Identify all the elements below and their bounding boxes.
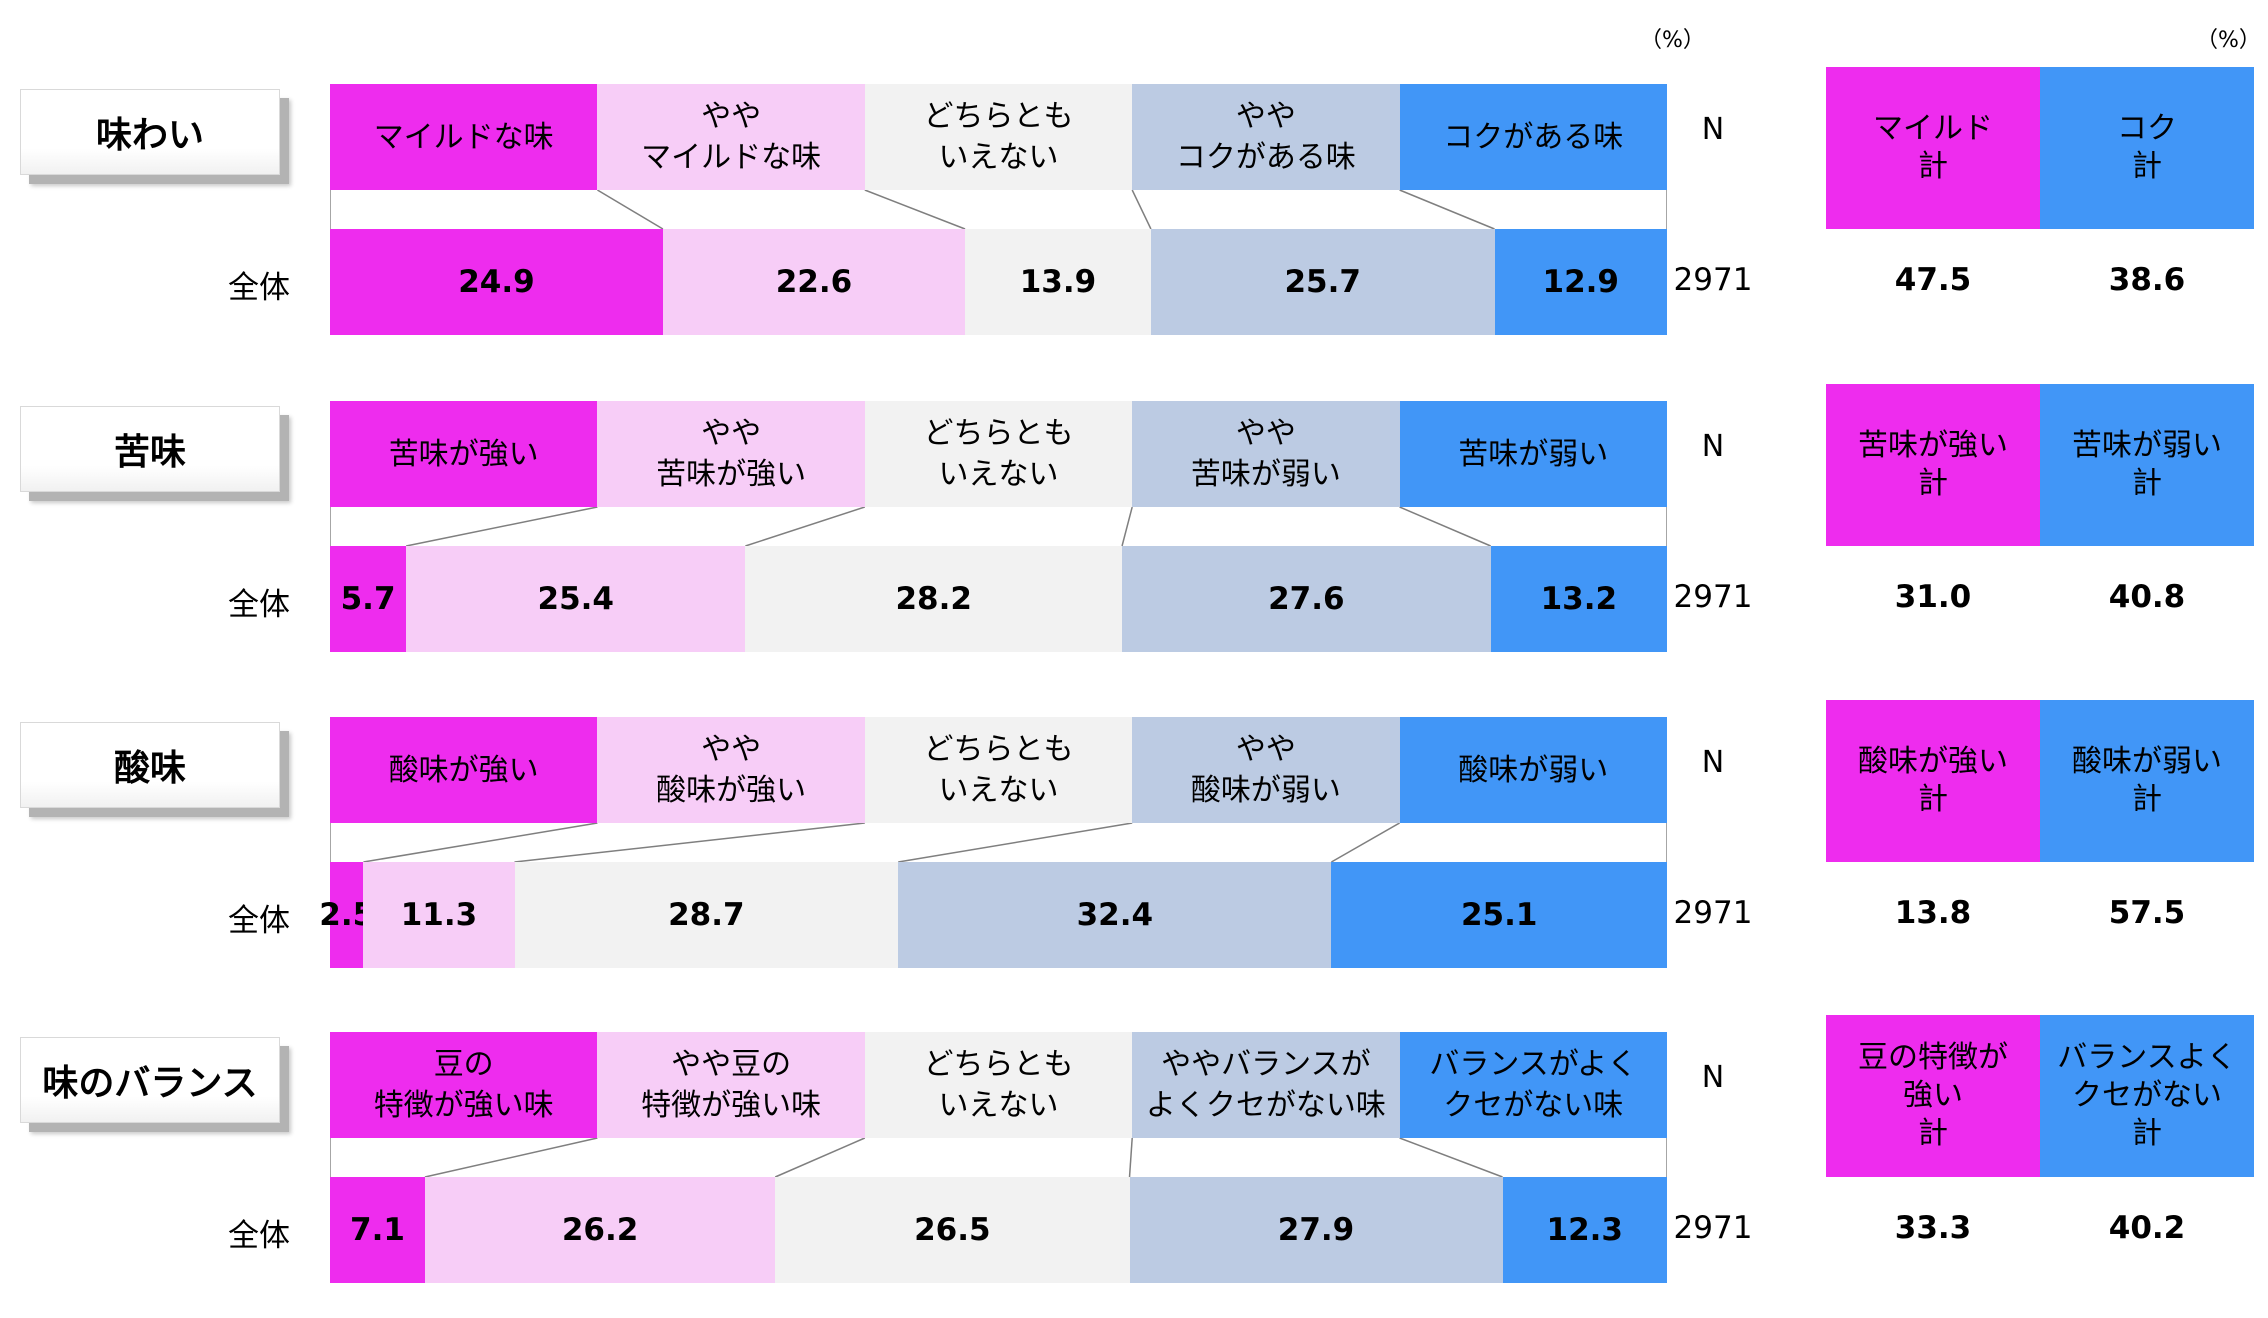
bar-segment: 26.5 — [775, 1177, 1130, 1283]
category-header: 苦味が強い — [330, 401, 598, 507]
category-header: 苦味が弱い — [1399, 401, 1667, 507]
summary-value: 33.3 — [1894, 1210, 1972, 1246]
section-label: 酸味 — [20, 722, 280, 808]
category-header: 豆の 特徴が強い味 — [330, 1032, 598, 1138]
n-header: N — [1701, 1060, 1725, 1095]
bar-segment: 32.4 — [898, 862, 1332, 968]
bar-segment: 2.5 — [319, 862, 374, 968]
summary-header: 酸味が強い 計 — [1826, 700, 2040, 862]
n-value: 2971 — [1673, 579, 1753, 615]
category-header: やや 酸味が弱い — [1132, 717, 1400, 823]
row-label: 全体 — [228, 587, 290, 623]
category-header: ややバランスが よくクセがない味 — [1132, 1032, 1400, 1138]
row-label: 全体 — [228, 1218, 290, 1254]
bar-segment: 26.2 — [424, 1177, 776, 1283]
bar-segment: 13.2 — [1490, 546, 1667, 652]
category-header: 酸味が弱い — [1399, 717, 1667, 823]
bar-segment: 7.1 — [330, 1177, 425, 1283]
bar-segment: 27.6 — [1122, 546, 1491, 652]
n-header: N — [1701, 112, 1725, 147]
summary-value: 57.5 — [2108, 895, 2186, 931]
summary-header: マイルド 計 — [1826, 67, 2040, 229]
unit-label-summary: （%） — [2196, 28, 2261, 53]
category-header: やや マイルドな味 — [597, 84, 865, 190]
summary-header: 苦味が強い 計 — [1826, 384, 2040, 546]
category-header: やや 苦味が弱い — [1132, 401, 1400, 507]
summary-header: 苦味が弱い 計 — [2040, 384, 2254, 546]
summary-value: 13.8 — [1894, 895, 1972, 931]
bar-segment: 12.3 — [1502, 1177, 1667, 1283]
section-label: 苦味 — [20, 406, 280, 492]
bar-segment: 28.2 — [745, 546, 1123, 652]
n-header: N — [1701, 429, 1725, 464]
category-header: 酸味が強い — [330, 717, 598, 823]
summary-header: 酸味が弱い 計 — [2040, 700, 2254, 862]
category-header: どちらとも いえない — [864, 717, 1133, 823]
category-header: やや 酸味が強い — [597, 717, 865, 823]
bar-segment: 25.4 — [406, 546, 746, 652]
bar-segment: 28.7 — [514, 862, 899, 968]
summary-value: 38.6 — [2108, 262, 2186, 298]
unit-label-bars: （%） — [1640, 28, 1705, 53]
bar-segment: 5.7 — [330, 546, 407, 652]
summary-header: 豆の特徴が 強い 計 — [1826, 1015, 2040, 1177]
category-header: コクがある味 — [1399, 84, 1667, 190]
bar-segment: 24.9 — [330, 229, 663, 335]
category-header: マイルドな味 — [330, 84, 598, 190]
category-header: やや豆の 特徴が強い味 — [597, 1032, 865, 1138]
summary-value: 47.5 — [1894, 262, 1972, 298]
category-header: バランスがよく クセがない味 — [1399, 1032, 1667, 1138]
bar-segment: 11.3 — [363, 862, 515, 968]
summary-value: 40.8 — [2108, 579, 2186, 615]
bar-segment: 25.7 — [1150, 229, 1495, 335]
category-header: やや コクがある味 — [1132, 84, 1400, 190]
n-value: 2971 — [1673, 262, 1753, 298]
row-label: 全体 — [228, 270, 290, 306]
summary-value: 31.0 — [1894, 579, 1972, 615]
category-header: やや 苦味が強い — [597, 401, 865, 507]
bar-segment: 25.1 — [1331, 862, 1667, 968]
n-value: 2971 — [1673, 895, 1753, 931]
n-header: N — [1701, 745, 1725, 780]
category-header: どちらとも いえない — [864, 84, 1133, 190]
summary-header: コク 計 — [2040, 67, 2254, 229]
section-label: 味のバランス — [20, 1037, 280, 1123]
bar-segment: 27.9 — [1129, 1177, 1503, 1283]
summary-value: 40.2 — [2108, 1210, 2186, 1246]
bar-segment: 12.9 — [1494, 229, 1667, 335]
category-header: どちらとも いえない — [864, 401, 1133, 507]
n-value: 2971 — [1673, 1210, 1753, 1246]
row-label: 全体 — [228, 903, 290, 939]
bar-segment: 22.6 — [662, 229, 966, 335]
category-header: どちらとも いえない — [864, 1032, 1133, 1138]
summary-header: バランスよく クセがない 計 — [2040, 1015, 2254, 1177]
bar-segment: 13.9 — [965, 229, 1151, 335]
section-label: 味わい — [20, 89, 280, 175]
